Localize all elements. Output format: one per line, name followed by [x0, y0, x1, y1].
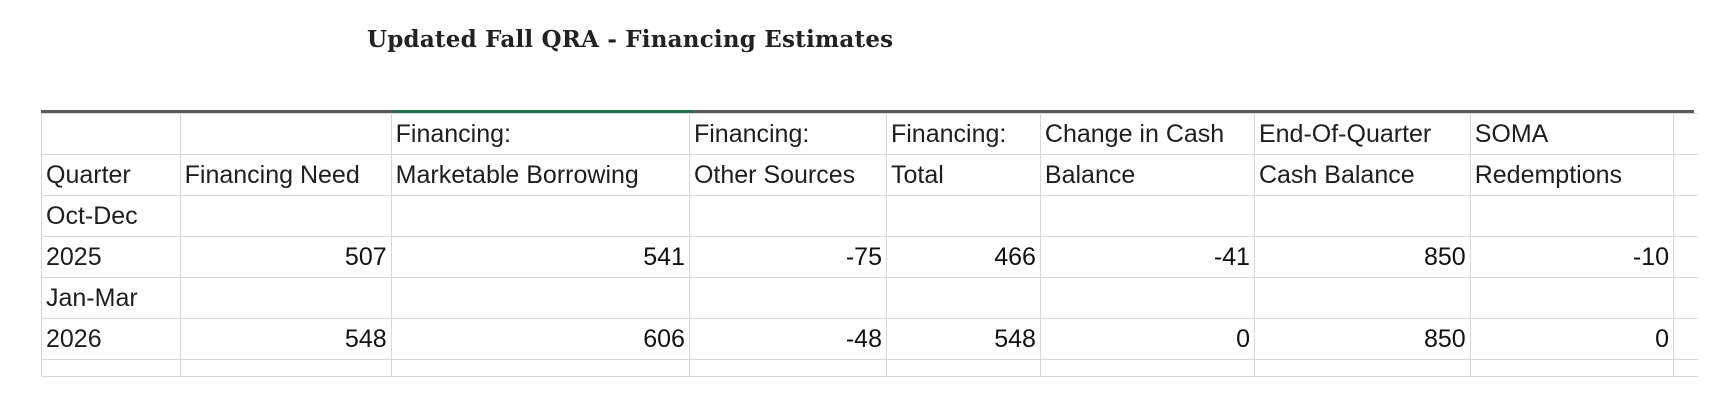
end-cash-balance-cell[interactable]: 850	[1253, 236, 1471, 278]
empty-cell[interactable]	[1039, 359, 1255, 377]
empty-cell[interactable]	[1469, 195, 1675, 237]
header-cell-end-cash-top[interactable]: End-Of-Quarter	[1253, 113, 1471, 155]
empty-cell[interactable]	[1673, 318, 1698, 360]
empty-cell[interactable]	[885, 277, 1041, 319]
table-row: 2026 548 606 -48 548 0 850 0	[41, 318, 1698, 360]
empty-cell[interactable]	[885, 359, 1041, 377]
soma-redemptions-cell[interactable]: 0	[1469, 318, 1675, 360]
header-cell-other[interactable]: Other Sources	[688, 154, 887, 196]
selected-column-indicator	[393, 110, 693, 113]
empty-cell[interactable]	[1253, 195, 1471, 237]
empty-cell[interactable]	[390, 195, 690, 237]
financing-total-cell[interactable]: 466	[885, 236, 1041, 278]
empty-cell[interactable]	[1469, 359, 1675, 377]
quarter-cell[interactable]: 2025	[41, 236, 181, 278]
financing-table: Financing: Financing: Financing: Change …	[41, 113, 1698, 377]
empty-cell[interactable]	[41, 359, 181, 377]
header-cell-other-top[interactable]: Financing:	[688, 113, 887, 155]
table-row	[41, 359, 1698, 377]
empty-cell[interactable]	[179, 359, 392, 377]
table-row: 2025 507 541 -75 466 -41 850 -10	[41, 236, 1698, 278]
header-cell-soma-top[interactable]: SOMA	[1469, 113, 1675, 155]
header-cell-marketable[interactable]: Marketable Borrowing	[390, 154, 690, 196]
financing-total-cell[interactable]: 548	[885, 318, 1041, 360]
empty-cell[interactable]	[1253, 277, 1471, 319]
header-cell-quarter-top[interactable]	[41, 113, 181, 155]
header-row-top: Financing: Financing: Financing: Change …	[41, 113, 1698, 155]
empty-cell[interactable]	[688, 277, 887, 319]
empty-cell[interactable]	[179, 195, 392, 237]
header-cell-total[interactable]: Total	[885, 154, 1041, 196]
empty-cell[interactable]	[688, 195, 887, 237]
header-top-border	[41, 110, 1694, 113]
empty-cell[interactable]	[1673, 195, 1698, 237]
financing-need-cell[interactable]: 507	[179, 236, 392, 278]
header-row-bottom: Quarter Financing Need Marketable Borrow…	[41, 154, 1698, 196]
empty-cell[interactable]	[1039, 277, 1255, 319]
header-cell-cash-change-top[interactable]: Change in Cash	[1039, 113, 1255, 155]
header-cell-end-cash[interactable]: Cash Balance	[1253, 154, 1471, 196]
empty-cell[interactable]	[885, 195, 1041, 237]
cash-change-cell[interactable]: -41	[1039, 236, 1255, 278]
header-cell-total-top[interactable]: Financing:	[885, 113, 1041, 155]
quarter-cell[interactable]: Oct-Dec	[41, 195, 181, 237]
sheet-title: Updated Fall QRA - Financing Estimates	[367, 26, 894, 53]
quarter-cell[interactable]: 2026	[41, 318, 181, 360]
header-cell-need[interactable]: Financing Need	[179, 154, 392, 196]
other-sources-cell[interactable]: -48	[688, 318, 887, 360]
quarter-cell[interactable]: Jan-Mar	[41, 277, 181, 319]
empty-cell[interactable]	[1673, 236, 1698, 278]
cash-change-cell[interactable]: 0	[1039, 318, 1255, 360]
end-cash-balance-cell[interactable]: 850	[1253, 318, 1471, 360]
soma-redemptions-cell[interactable]: -10	[1469, 236, 1675, 278]
empty-cell[interactable]	[688, 359, 887, 377]
empty-cell[interactable]	[390, 277, 690, 319]
header-cell-marketable-top[interactable]: Financing:	[390, 113, 690, 155]
empty-cell[interactable]	[1039, 195, 1255, 237]
empty-cell[interactable]	[1673, 277, 1698, 319]
marketable-borrowing-cell[interactable]: 541	[390, 236, 690, 278]
spreadsheet-grid: Financing: Financing: Financing: Change …	[41, 110, 1698, 380]
header-cell-quarter[interactable]: Quarter	[41, 154, 181, 196]
empty-cell[interactable]	[179, 277, 392, 319]
empty-cell[interactable]	[1673, 113, 1698, 155]
table-row: Jan-Mar	[41, 277, 1698, 319]
empty-cell[interactable]	[390, 359, 690, 377]
table-row: Oct-Dec	[41, 195, 1698, 237]
empty-cell[interactable]	[1673, 154, 1698, 196]
other-sources-cell[interactable]: -75	[688, 236, 887, 278]
header-cell-cash-change[interactable]: Balance	[1039, 154, 1255, 196]
empty-cell[interactable]	[1673, 359, 1698, 377]
header-cell-need-top[interactable]	[179, 113, 392, 155]
empty-cell[interactable]	[1469, 277, 1675, 319]
header-cell-soma[interactable]: Redemptions	[1469, 154, 1675, 196]
financing-need-cell[interactable]: 548	[179, 318, 392, 360]
marketable-borrowing-cell[interactable]: 606	[390, 318, 690, 360]
empty-cell[interactable]	[1253, 359, 1471, 377]
